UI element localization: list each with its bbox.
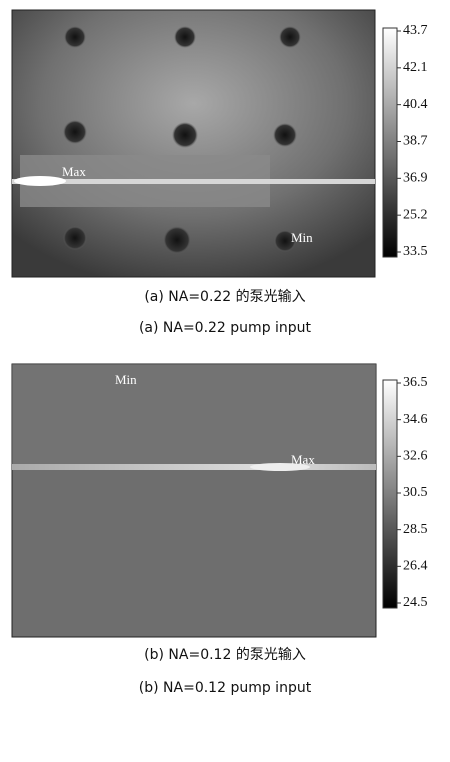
colorbar-label: 28.5	[403, 522, 428, 537]
colorbar-a	[382, 27, 398, 258]
caption-cn-a: (a) NA=0.22 的泵光输入	[144, 289, 305, 305]
colorbar-label: 42.1	[403, 60, 428, 75]
max-label: Max	[62, 164, 86, 179]
caption-cn-b: (b) NA=0.12 的泵光输入	[144, 647, 306, 663]
colorbar-label: 32.6	[403, 449, 428, 464]
colorbar-b	[382, 379, 398, 609]
max-label: Max	[291, 452, 315, 467]
colorbar-label: 34.6	[403, 412, 428, 427]
colorbar-label: 40.4	[403, 97, 428, 112]
caption-en-b: (b) NA=0.12 pump input	[139, 680, 312, 696]
colorbar-label: 36.9	[403, 171, 428, 186]
min-label: Min	[115, 372, 137, 387]
colorbar-label: 33.5	[403, 244, 428, 259]
min-label: Min	[291, 230, 313, 245]
colorbar-label: 25.2	[403, 207, 428, 222]
thermal-image-a: Max Min	[11, 9, 376, 278]
colorbar-label: 24.5	[403, 595, 428, 610]
colorbar-label: 43.7	[403, 23, 428, 38]
colorbar-label: 36.5	[403, 375, 428, 390]
colorbar-label: 38.7	[403, 134, 428, 149]
colorbar-label: 30.5	[403, 485, 428, 500]
colorbar-label: 26.4	[403, 559, 428, 574]
caption-en-a: (a) NA=0.22 pump input	[139, 320, 312, 336]
thermal-image-b: Min Max	[11, 363, 377, 638]
